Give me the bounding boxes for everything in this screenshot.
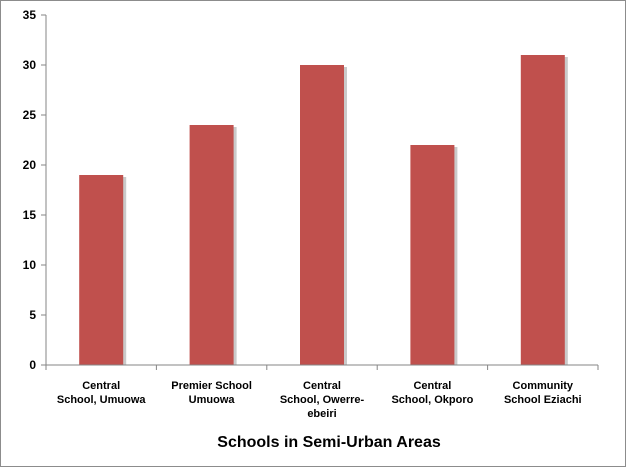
x-category-label: Community School Eziachi xyxy=(504,380,582,406)
y-tick-label: 25 xyxy=(23,108,37,122)
x-axis-title: Schools in Semi-Urban Areas xyxy=(217,434,441,451)
y-tick-label: 10 xyxy=(23,258,37,272)
bar xyxy=(189,125,234,365)
y-tick-label: 15 xyxy=(23,208,37,222)
x-category-label: Premier School Umuowa xyxy=(171,380,252,406)
y-tick-label: 35 xyxy=(23,8,37,22)
y-tick-label: 20 xyxy=(23,158,37,172)
bar xyxy=(79,175,124,365)
y-tick-label: 5 xyxy=(29,308,36,322)
y-tick-label: 30 xyxy=(23,58,37,72)
x-category-label: Central School, Umuowa xyxy=(57,380,147,406)
x-category-label: Central School, Owerre-ebeiri xyxy=(280,380,365,420)
y-tick-label: 0 xyxy=(29,358,36,372)
bar xyxy=(300,65,344,365)
bar xyxy=(410,145,455,365)
x-category-label: Central School, Okporo xyxy=(391,380,473,406)
bar xyxy=(520,55,565,365)
